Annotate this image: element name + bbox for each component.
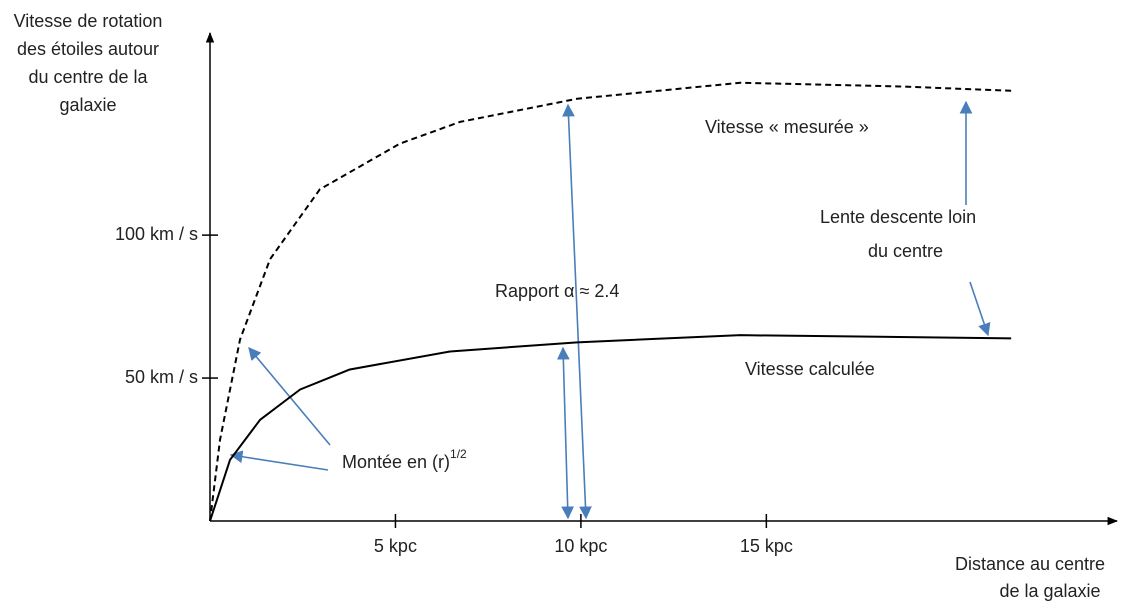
y-tick-label: 100 km / s xyxy=(115,224,198,244)
y-axis-title: Vitesse de rotation xyxy=(14,11,163,31)
y-tick-label: 50 km / s xyxy=(125,367,198,387)
annotation: Rapport α ≈ 2.4 xyxy=(495,281,619,301)
annotation: du centre xyxy=(868,241,943,261)
x-axis-title: Distance au centre xyxy=(955,554,1105,574)
arrow xyxy=(969,281,991,337)
y-axis-title: des étoiles autour xyxy=(17,39,159,59)
y-axis-title: du centre de la xyxy=(28,67,148,87)
arrow xyxy=(562,103,592,520)
annotation-text: Montée en (r) xyxy=(342,452,450,472)
annotation: Lente descente loin xyxy=(820,207,976,227)
x-tick-label: 15 kpc xyxy=(740,536,793,556)
series-line xyxy=(209,81,1012,522)
x-tick-label: 5 kpc xyxy=(374,536,417,556)
arrow xyxy=(229,450,329,471)
x-tick-label: 10 kpc xyxy=(554,536,607,556)
arrow xyxy=(556,346,575,520)
series-line xyxy=(209,334,1012,522)
annotation: Montée en (r)1/2 xyxy=(342,447,467,472)
annotation-superscript: 1/2 xyxy=(450,447,467,461)
series-label: Vitesse « mesurée » xyxy=(705,117,869,137)
series-label: Vitesse calculée xyxy=(745,359,875,379)
y-axis-title: galaxie xyxy=(59,95,116,115)
x-axis-title: de la galaxie xyxy=(999,581,1100,601)
